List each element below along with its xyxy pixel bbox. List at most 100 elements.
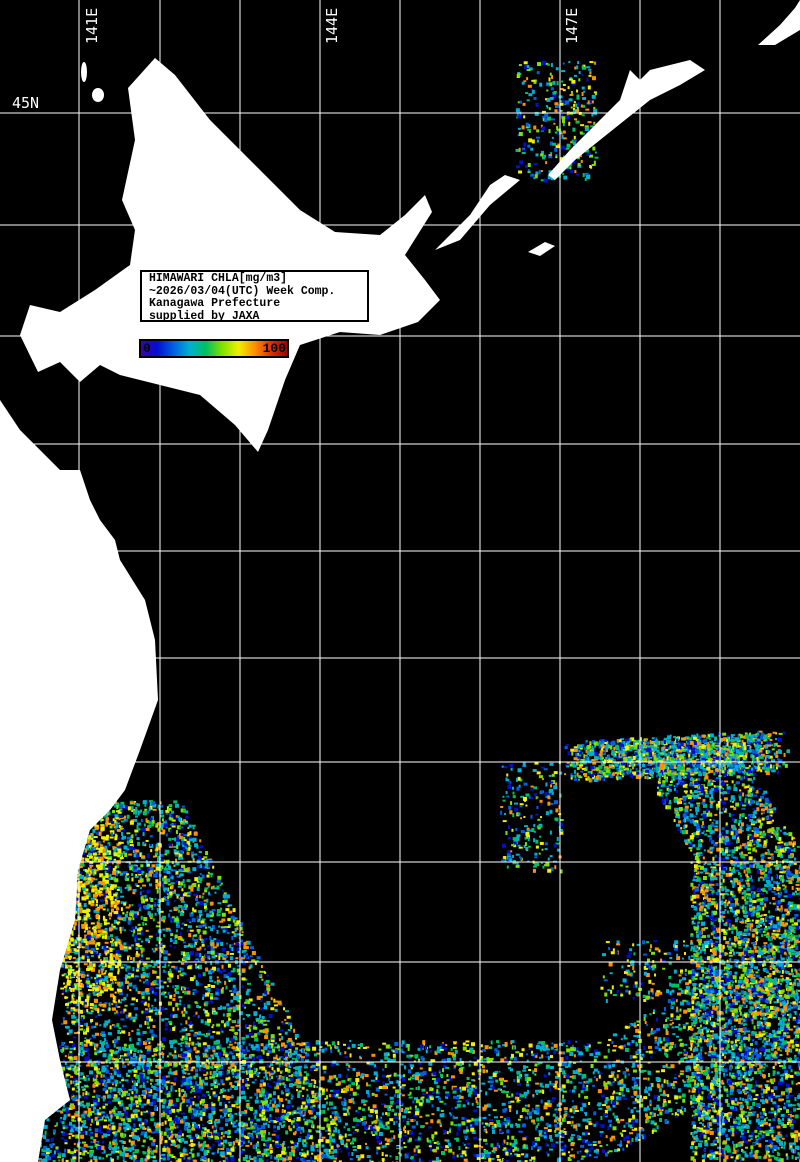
- chl-pixel: [562, 1070, 566, 1075]
- chl-pixel: [734, 1000, 738, 1005]
- chl-pixel: [245, 1104, 250, 1108]
- chl-pixel: [570, 1136, 574, 1141]
- chl-pixel: [336, 1093, 339, 1097]
- chl-pixel: [292, 1072, 297, 1076]
- chl-pixel: [603, 1080, 606, 1084]
- chl-pixel: [675, 1101, 678, 1104]
- chl-pixel: [773, 880, 778, 884]
- chl-pixel: [360, 1118, 364, 1122]
- chl-pixel: [731, 1132, 735, 1137]
- chl-pixel: [473, 1144, 478, 1148]
- chl-pixel: [635, 1056, 638, 1059]
- chl-pixel: [169, 1138, 172, 1142]
- chl-pixel: [235, 1119, 238, 1122]
- chl-pixel: [384, 1154, 388, 1157]
- chl-pixel: [780, 965, 785, 970]
- chl-pixel: [509, 1056, 513, 1060]
- chl-pixel: [134, 1154, 137, 1159]
- chl-pixel: [733, 1118, 737, 1121]
- chl-pixel: [142, 1090, 146, 1093]
- chl-pixel: [631, 1129, 635, 1132]
- chl-pixel: [310, 1082, 314, 1085]
- chl-pixel: [287, 1111, 292, 1115]
- chl-pixel: [736, 1065, 740, 1069]
- chl-pixel: [777, 841, 781, 844]
- chl-pixel: [753, 1050, 758, 1055]
- chl-pixel: [688, 801, 691, 804]
- chl-pixel: [156, 1046, 159, 1050]
- chl-pixel: [237, 1139, 241, 1143]
- chl-pixel: [440, 1043, 445, 1046]
- chl-pixel: [524, 1104, 528, 1107]
- chl-pixel: [477, 1069, 482, 1073]
- chl-pixel: [316, 1115, 321, 1118]
- chl-pixel: [545, 1047, 549, 1051]
- chl-pixel: [335, 1113, 339, 1118]
- chl-pixel: [349, 1079, 352, 1083]
- chl-pixel: [78, 1072, 83, 1077]
- chl-pixel: [708, 893, 713, 896]
- chl-pixel: [581, 1155, 586, 1158]
- chl-pixel: [434, 1131, 438, 1135]
- chl-pixel: [280, 1090, 283, 1094]
- chl-pixel: [501, 1120, 504, 1125]
- chl-pixel: [749, 898, 753, 903]
- chl-pixel: [623, 1098, 628, 1101]
- chl-pixel: [369, 1159, 372, 1162]
- chl-pixel: [52, 1159, 56, 1162]
- chl-pixel: [133, 1067, 136, 1071]
- chl-pixel: [447, 1051, 451, 1055]
- chl-pixel: [140, 1050, 143, 1053]
- chl-pixel: [165, 1127, 169, 1132]
- chl-pixel: [780, 975, 784, 978]
- chl-pixel: [374, 1131, 378, 1136]
- chl-pixel: [574, 1109, 579, 1112]
- chl-pixel: [755, 919, 760, 924]
- chl-pixel: [682, 1081, 686, 1084]
- chl-pixel: [722, 793, 725, 796]
- chl-pixel: [683, 1051, 687, 1054]
- chl-pixel: [763, 1121, 768, 1125]
- chl-pixel: [660, 1107, 665, 1110]
- chl-pixel: [376, 1151, 379, 1155]
- chl-pixel: [739, 852, 742, 856]
- chl-pixel: [306, 1096, 309, 1100]
- chl-pixel: [678, 1051, 683, 1054]
- chl-pixel: [742, 1098, 745, 1102]
- chl-pixel: [494, 1077, 497, 1080]
- chl-pixel: [207, 1135, 211, 1138]
- chl-pixel: [99, 1107, 102, 1110]
- chl-pixel: [347, 1068, 350, 1071]
- chl-pixel: [740, 1059, 745, 1063]
- chl-pixel: [707, 863, 712, 866]
- chl-pixel: [569, 1108, 573, 1113]
- chl-pixel: [768, 808, 773, 811]
- chl-pixel: [698, 985, 701, 988]
- chl-pixel: [464, 1150, 467, 1154]
- chl-pixel: [250, 1136, 254, 1141]
- chl-pixel: [790, 949, 795, 953]
- chl-pixel: [554, 1049, 558, 1052]
- chl-pixel: [758, 981, 762, 984]
- chl-pixel: [406, 1043, 410, 1047]
- chl-pixel: [475, 1154, 480, 1158]
- chl-pixel: [227, 1113, 230, 1117]
- chl-pixel: [458, 1152, 463, 1155]
- chl-pixel: [779, 841, 784, 844]
- chl-pixel: [733, 881, 736, 884]
- chl-pixel: [386, 1053, 390, 1056]
- chl-pixel: [636, 1034, 640, 1038]
- chl-pixel: [331, 1094, 336, 1098]
- chl-pixel: [674, 1026, 679, 1029]
- chl-pixel: [452, 1154, 456, 1159]
- chl-pixel: [230, 1085, 235, 1089]
- chl-pixel: [761, 1134, 765, 1139]
- chl-pixel: [365, 1046, 370, 1049]
- chl-pixel: [343, 1144, 347, 1148]
- chl-pixel: [84, 1110, 88, 1115]
- chl-pixel: [625, 1144, 628, 1148]
- chl-pixel: [161, 1054, 164, 1059]
- chl-pixel: [89, 1126, 92, 1130]
- chl-pixel: [684, 824, 688, 828]
- chl-pixel: [612, 1049, 617, 1052]
